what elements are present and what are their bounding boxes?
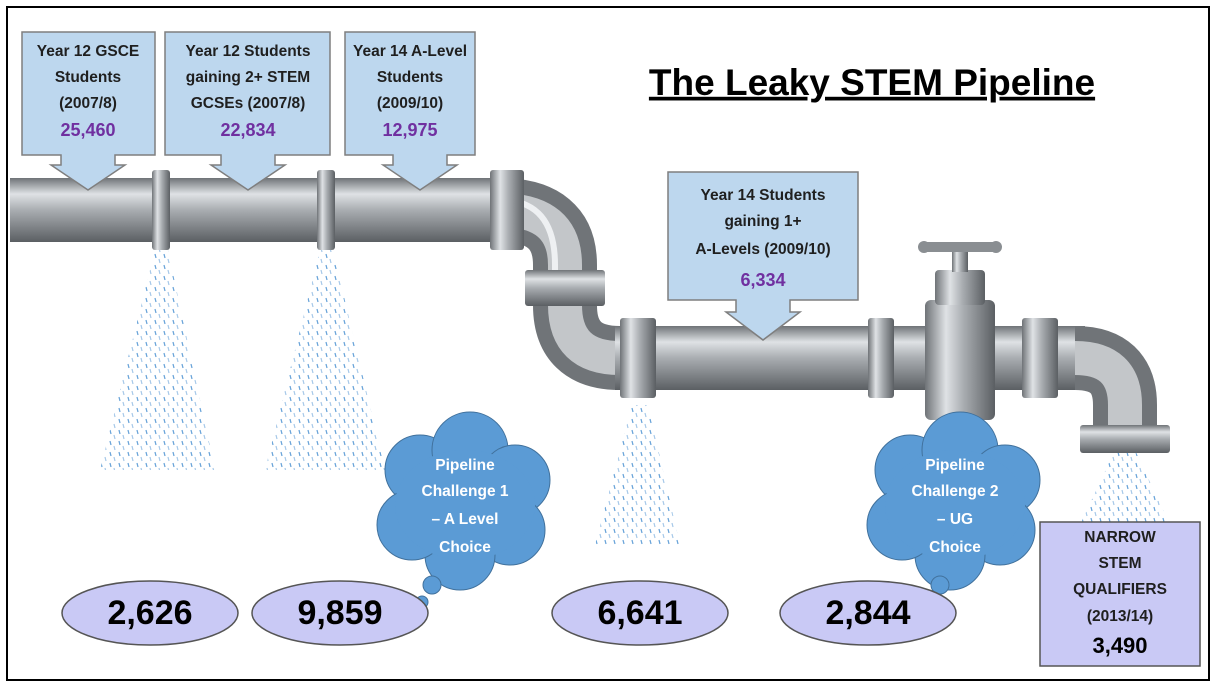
cloud-text: Pipeline	[925, 457, 985, 474]
callout-text: gaining 1+	[724, 213, 801, 230]
callout-text: (2007/8)	[59, 95, 117, 112]
leak-value: 6,641	[597, 594, 682, 632]
callout-text: Year 12 Students	[186, 43, 311, 60]
callout-value: 25,460	[60, 120, 115, 140]
callout-text: Year 12 GSCE	[37, 43, 140, 60]
callout-value: 12,975	[382, 120, 437, 140]
leak-value: 2,626	[107, 594, 192, 632]
cloud-text: Challenge 1	[422, 483, 509, 500]
cloud-text: – UG	[937, 511, 973, 528]
infographic: The Leaky STEM Pipeline Year 12 GSCE Stu…	[0, 0, 1216, 687]
callout-text: Year 14 Students	[701, 187, 826, 204]
outcome-value: 3,490	[1092, 633, 1147, 658]
callout-text: A-Levels (2009/10)	[695, 241, 830, 258]
callout-text: Year 14 A-Level	[353, 43, 467, 60]
outcome-text: (2013/14)	[1087, 608, 1153, 625]
outcome-text: STEM	[1098, 555, 1141, 572]
outcome-text: NARROW	[1084, 529, 1156, 546]
leak-value: 2,844	[825, 594, 910, 632]
leak-value: 9,859	[297, 594, 382, 632]
cloud-text: Challenge 2	[912, 483, 999, 500]
callout-text: gaining 2+ STEM	[186, 69, 310, 86]
cloud-text: Pipeline	[435, 457, 495, 474]
callout-value: 22,834	[220, 120, 275, 140]
callout-text: Students	[55, 69, 121, 86]
callout-text: Students	[377, 69, 443, 86]
cloud-text: Choice	[929, 539, 981, 556]
callout-text: (2009/10)	[377, 95, 443, 112]
callout-text: GCSEs (2007/8)	[191, 95, 306, 112]
cloud-text: Choice	[439, 539, 491, 556]
title: The Leaky STEM Pipeline	[649, 62, 1095, 103]
cloud-text: – A Level	[432, 511, 499, 528]
outcome-text: QUALIFIERS	[1073, 581, 1167, 598]
callout-value: 6,334	[740, 270, 785, 290]
